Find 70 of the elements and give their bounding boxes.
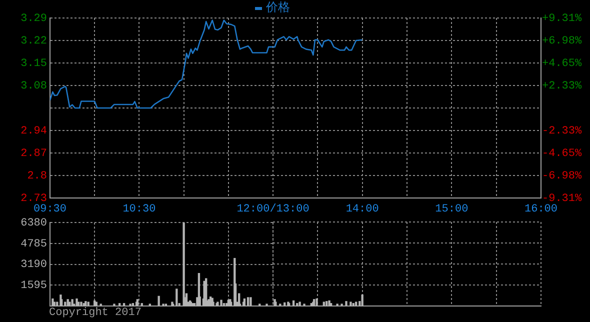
y-tick-label: 3.08 <box>20 80 47 92</box>
legend-label: 价格 <box>265 0 290 14</box>
bar <box>330 303 332 306</box>
bar <box>313 299 316 306</box>
bar <box>64 302 66 306</box>
bar <box>203 280 206 306</box>
bar <box>298 302 301 306</box>
bar <box>220 300 222 306</box>
bar <box>292 300 295 306</box>
bar <box>352 303 354 306</box>
bar <box>53 302 56 306</box>
bar <box>284 302 286 306</box>
bar <box>345 301 348 306</box>
text: Copyright 2017 <box>49 307 142 319</box>
y2-tick-label: +9.31% <box>542 12 582 25</box>
bar <box>52 298 54 306</box>
bar <box>205 278 208 306</box>
bar <box>250 297 252 306</box>
bar <box>296 303 298 306</box>
y-tick-label: 2.94 <box>20 125 48 138</box>
bar <box>243 298 246 306</box>
y2-tick-label: -9.31% <box>542 192 582 205</box>
x-tick-label: 14:00 <box>346 204 379 216</box>
y-tick-label: 4785 <box>20 238 47 250</box>
y-tick-label: 6380 <box>20 218 47 230</box>
y2-tick-label: +6.98% <box>542 35 582 48</box>
y2-tick-label: -2.33% <box>542 125 582 138</box>
bar <box>226 303 228 306</box>
bar <box>68 302 71 306</box>
bar <box>122 303 126 306</box>
y-tick-label: 3.15 <box>20 58 47 70</box>
y-tick-label: 3190 <box>20 259 47 272</box>
x-tick-label: 09:30 <box>33 204 67 216</box>
x-tick-label: 15:00 <box>435 204 468 216</box>
y-tick-label: 3.29 <box>20 12 47 25</box>
bar <box>326 301 328 306</box>
y-tick-label: 3.22 <box>20 35 47 48</box>
bar <box>246 297 250 306</box>
bar <box>136 299 138 306</box>
x-tick-label: 16:00 <box>524 204 558 216</box>
y-tick-label: 2.8 <box>27 170 47 182</box>
y-tick-label: 2.87 <box>20 148 47 160</box>
bar <box>222 303 226 306</box>
bar <box>158 296 160 306</box>
bar <box>316 298 318 306</box>
x-tick-label: 10:30 <box>122 204 156 216</box>
x-tick-label: 12:00/13:00 <box>236 204 310 216</box>
bar <box>355 302 358 306</box>
bar <box>176 288 178 306</box>
bar <box>94 300 96 306</box>
bar <box>350 302 352 306</box>
bar <box>132 303 134 306</box>
bar <box>71 299 74 306</box>
bar <box>140 303 143 306</box>
bar <box>95 302 98 306</box>
y2-tick-label: +4.65% <box>542 58 582 70</box>
bar <box>76 298 78 306</box>
y-tick-label: 2.73 <box>20 192 47 205</box>
y2-tick-label: -6.98% <box>542 170 582 182</box>
bar <box>77 302 80 306</box>
bar <box>87 302 90 306</box>
y-tick-label: 1595 <box>20 280 47 292</box>
bar <box>328 300 330 306</box>
bar <box>361 294 364 306</box>
bar <box>322 302 325 306</box>
bar <box>274 302 277 306</box>
y2-tick-label: +2.33% <box>542 80 582 92</box>
y2-tick-label: -4.65% <box>542 148 582 160</box>
bar <box>80 302 82 306</box>
bar <box>118 303 121 306</box>
